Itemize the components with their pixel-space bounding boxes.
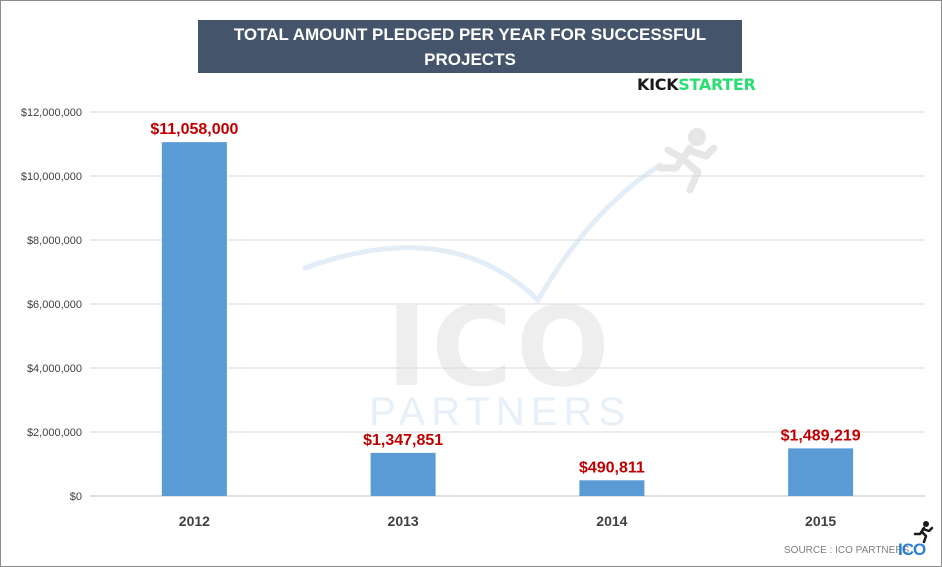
y-tick-label: $0 <box>70 491 82 503</box>
x-tick-label-2013: 2013 <box>388 513 419 529</box>
ico-logo: ICO <box>898 540 926 559</box>
y-tick-label: $6,000,000 <box>27 299 82 311</box>
y-tick-label: $2,000,000 <box>27 427 82 439</box>
x-tick-label-2015: 2015 <box>805 513 836 529</box>
watermark-runner-icon <box>656 128 718 194</box>
bar-2015 <box>788 448 854 496</box>
kickstarter-logo-kick: KICK <box>637 75 679 94</box>
data-label-2012: $11,058,000 <box>150 121 238 138</box>
runner-icon <box>913 521 934 544</box>
gridlines <box>90 111 925 497</box>
x-axis-ticks: 2012 2013 2014 2015 <box>179 513 837 529</box>
data-label-2015: $1,489,219 <box>781 427 861 444</box>
chart-title: TOTAL AMOUNT PLEDGED PER YEAR FOR SUCCES… <box>198 20 742 94</box>
watermark-partners-text: PARTNERS <box>369 390 631 434</box>
chart-title-line2: - CATEGORY GAMING HARDWARE <box>328 75 612 94</box>
y-axis-ticks: $0 $2,000,000 $4,000,000 $6,000,000 $8,000,0… <box>21 107 82 503</box>
chart-title-line1: TOTAL AMOUNT PLEDGED PER YEAR FOR SUCCES… <box>233 25 707 69</box>
kickstarter-logo-starter: STARTER <box>678 75 756 94</box>
data-labels: $11,058,000 $1,347,851 $490,811 $1,489,219 <box>150 121 860 476</box>
y-tick-label: $8,000,000 <box>27 235 82 247</box>
data-label-2014: $490,811 <box>579 459 645 476</box>
x-tick-label-2014: 2014 <box>596 513 627 529</box>
kickstarter-logo: KICKSTARTER <box>637 75 756 94</box>
x-tick-label-2012: 2012 <box>179 513 210 529</box>
bar-2013 <box>370 452 436 496</box>
y-tick-label: $4,000,000 <box>27 363 82 375</box>
data-label-2013: $1,347,851 <box>363 432 443 449</box>
watermark-swoosh <box>302 162 663 305</box>
bar-2014 <box>579 480 645 496</box>
source-credit: SOURCE : ICO PARTNERS <box>784 545 910 556</box>
ico-partners-watermark: ICO PARTNERS <box>302 128 718 434</box>
y-tick-label: $12,000,000 <box>21 107 82 119</box>
bars <box>161 142 854 497</box>
bar-2012 <box>161 142 227 497</box>
y-tick-label: $10,000,000 <box>21 171 82 183</box>
